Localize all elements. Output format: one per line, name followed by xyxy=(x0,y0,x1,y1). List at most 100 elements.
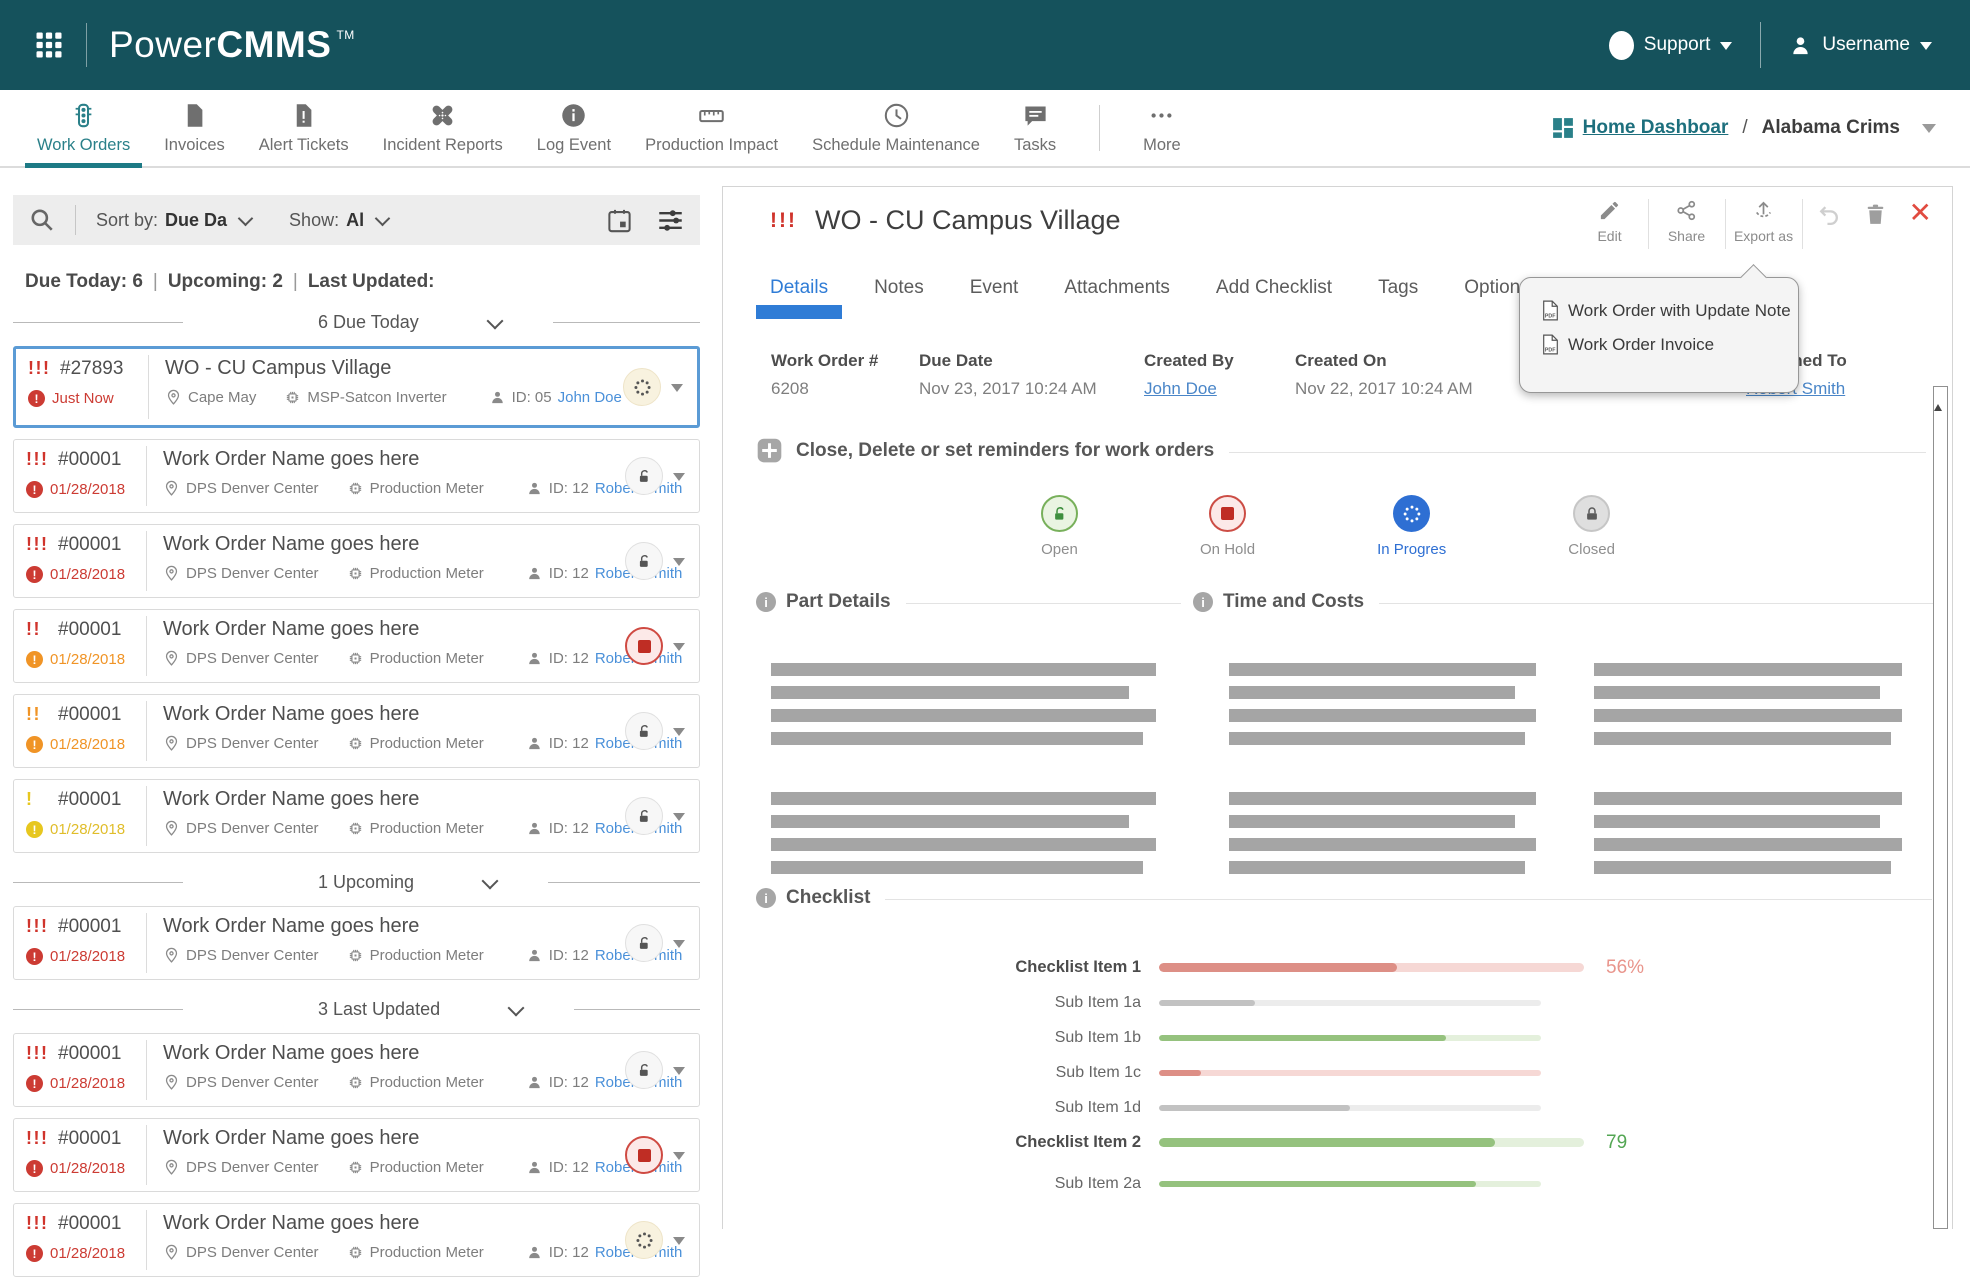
edit-button[interactable]: Edit xyxy=(1574,199,1646,244)
vertical-scrollbar[interactable] xyxy=(1933,386,1948,1229)
detail-tab[interactable]: Tags xyxy=(1378,277,1418,299)
nav-tab-work-orders[interactable]: Work Orders xyxy=(20,90,147,166)
nav-tab-schedule-maintenance[interactable]: Schedule Maintenance xyxy=(795,90,997,166)
location-label: DPS Denver Center xyxy=(186,1244,319,1261)
chevron-down-icon[interactable] xyxy=(673,1152,685,1166)
nav-tab-log-event[interactable]: Log Event xyxy=(520,90,628,166)
section-divider-label: 3 Last Updated xyxy=(318,999,440,1020)
section-title: Checklist xyxy=(786,887,870,909)
export-menu-item[interactable]: PDF Work Order with Update Note xyxy=(1542,300,1791,321)
search-icon[interactable] xyxy=(29,207,55,233)
status-icon[interactable] xyxy=(625,1221,663,1259)
work-order-number: #00001 xyxy=(58,704,121,726)
location-pin-icon xyxy=(163,1244,180,1261)
status-on-hold[interactable]: On Hold xyxy=(1200,495,1255,558)
status-icon[interactable] xyxy=(625,712,663,750)
chevron-down-icon[interactable] xyxy=(673,1067,685,1081)
person-icon xyxy=(526,650,543,667)
placeholder-group xyxy=(1594,663,1902,745)
placeholder-bar xyxy=(1594,815,1880,828)
status-icon[interactable] xyxy=(625,1136,663,1174)
status-icon[interactable] xyxy=(625,1051,663,1089)
support-menu[interactable]: Support xyxy=(1609,31,1733,60)
share-button[interactable]: Share xyxy=(1651,199,1723,244)
status-icon[interactable] xyxy=(623,368,661,406)
filter-sliders-icon[interactable] xyxy=(657,207,684,234)
work-order-card[interactable]: !! #00001 ! 01/28/2018 Work Order Name g… xyxy=(13,694,700,768)
work-order-card[interactable]: !!! #00001 ! 01/28/2018 Work Order Name … xyxy=(13,1033,700,1107)
chevron-down-icon[interactable] xyxy=(671,384,683,398)
due-date: 01/28/2018 xyxy=(50,566,125,583)
breadcrumb-home-link[interactable]: Home Dashboar xyxy=(1552,117,1729,139)
lock-open-icon xyxy=(636,553,653,570)
work-order-card[interactable]: !!! #27893 ! Just Now WO - CU Campus Vil… xyxy=(13,346,700,428)
chevron-down-icon[interactable] xyxy=(673,1237,685,1251)
detail-tab[interactable]: Add Checklist xyxy=(1216,277,1332,299)
work-order-card[interactable]: !!! #00001 ! 01/28/2018 Work Order Name … xyxy=(13,1118,700,1192)
work-order-card[interactable]: !!! #00001 ! 01/28/2018 Work Order Name … xyxy=(13,439,700,513)
close-icon[interactable]: ✕ xyxy=(1909,200,1932,225)
card-left-meta: !!! #00001 ! 01/28/2018 xyxy=(14,440,146,512)
section-divider[interactable]: 6 Due Today xyxy=(13,312,700,333)
calendar-icon[interactable] xyxy=(606,207,633,234)
status-icon[interactable] xyxy=(625,797,663,835)
scroll-up-arrow-icon[interactable] xyxy=(1934,383,1942,411)
status-icon[interactable] xyxy=(625,627,663,665)
nav-tab-more[interactable]: More xyxy=(1126,90,1198,166)
chevron-down-icon[interactable] xyxy=(673,813,685,827)
export-menu-item[interactable]: PDF Work Order Invoice xyxy=(1542,334,1791,355)
info-icon: i xyxy=(756,888,776,908)
chevron-down-icon[interactable] xyxy=(673,558,685,572)
undo-button[interactable] xyxy=(1816,202,1841,227)
export-as-button[interactable]: Export as xyxy=(1728,199,1800,244)
user-menu[interactable]: Username xyxy=(1789,34,1932,57)
nav-tab-alert-tickets[interactable]: Alert Tickets xyxy=(242,90,366,166)
nav-tab-incident-reports[interactable]: Incident Reports xyxy=(366,90,520,166)
nav-tab-production-impact[interactable]: Production Impact xyxy=(628,90,795,166)
chevron-down-icon[interactable] xyxy=(673,728,685,742)
app-grid-icon[interactable] xyxy=(34,30,64,60)
section-divider[interactable]: 1 Upcoming xyxy=(13,872,700,893)
nav-tab-tasks[interactable]: Tasks xyxy=(997,90,1073,166)
status-icon[interactable] xyxy=(625,924,663,962)
checklist-row: Sub Item 1b xyxy=(771,1027,1956,1048)
checklist-value: 79 xyxy=(1606,1132,1627,1154)
status-closed[interactable]: Closed xyxy=(1568,495,1615,558)
nav-tab-invoices[interactable]: Invoices xyxy=(147,90,242,166)
detail-tab[interactable]: Notes xyxy=(874,277,924,299)
assignee-id: ID: 12 xyxy=(549,1244,589,1261)
field-value: 6208 xyxy=(771,379,878,399)
user-icon xyxy=(1789,34,1812,57)
asset-meta: Production Meter xyxy=(347,565,484,582)
show-dropdown[interactable]: Show: Al xyxy=(289,210,388,231)
card-left-meta: !!! #00001 ! 01/28/2018 xyxy=(14,1204,146,1276)
chevron-down-icon[interactable] xyxy=(673,940,685,954)
work-order-number: #00001 xyxy=(58,619,121,641)
work-order-card[interactable]: !! #00001 ! 01/28/2018 Work Order Name g… xyxy=(13,609,700,683)
work-order-card[interactable]: !!! #00001 ! 01/28/2018 Work Order Name … xyxy=(13,1203,700,1277)
chevron-down-icon[interactable] xyxy=(673,473,685,487)
alert-clock-icon: ! xyxy=(26,948,43,965)
delete-button[interactable] xyxy=(1863,202,1888,227)
work-order-card[interactable]: !!! #00001 ! 01/28/2018 Work Order Name … xyxy=(13,524,700,598)
work-order-card[interactable]: !!! #00001 ! 01/28/2018 Work Order Name … xyxy=(13,906,700,980)
detail-tab[interactable]: Event xyxy=(970,277,1019,299)
status-icon[interactable] xyxy=(625,457,663,495)
status-open[interactable]: Open xyxy=(1041,495,1078,558)
status-in-progress[interactable]: In Progres xyxy=(1377,495,1446,558)
status-icon[interactable] xyxy=(625,542,663,580)
detail-tab[interactable]: Details xyxy=(770,277,828,299)
chevron-down-icon[interactable] xyxy=(1922,124,1936,140)
nav-tab-label: More xyxy=(1143,136,1181,155)
section-divider[interactable]: 3 Last Updated xyxy=(13,999,700,1020)
chevron-down-icon[interactable] xyxy=(673,643,685,657)
location-label: Cape May xyxy=(188,389,256,406)
asset-meta: Production Meter xyxy=(347,1159,484,1176)
sort-by-dropdown[interactable]: Sort by: Due Da xyxy=(96,210,251,231)
detail-tab[interactable]: Attachments xyxy=(1064,277,1170,299)
location-label: DPS Denver Center xyxy=(186,735,319,752)
work-order-card[interactable]: ! #00001 ! 01/28/2018 Work Order Name go… xyxy=(13,779,700,853)
person-icon xyxy=(489,389,506,406)
alert-clock-icon: ! xyxy=(26,566,43,583)
created-by-link[interactable]: John Doe xyxy=(1144,379,1217,398)
